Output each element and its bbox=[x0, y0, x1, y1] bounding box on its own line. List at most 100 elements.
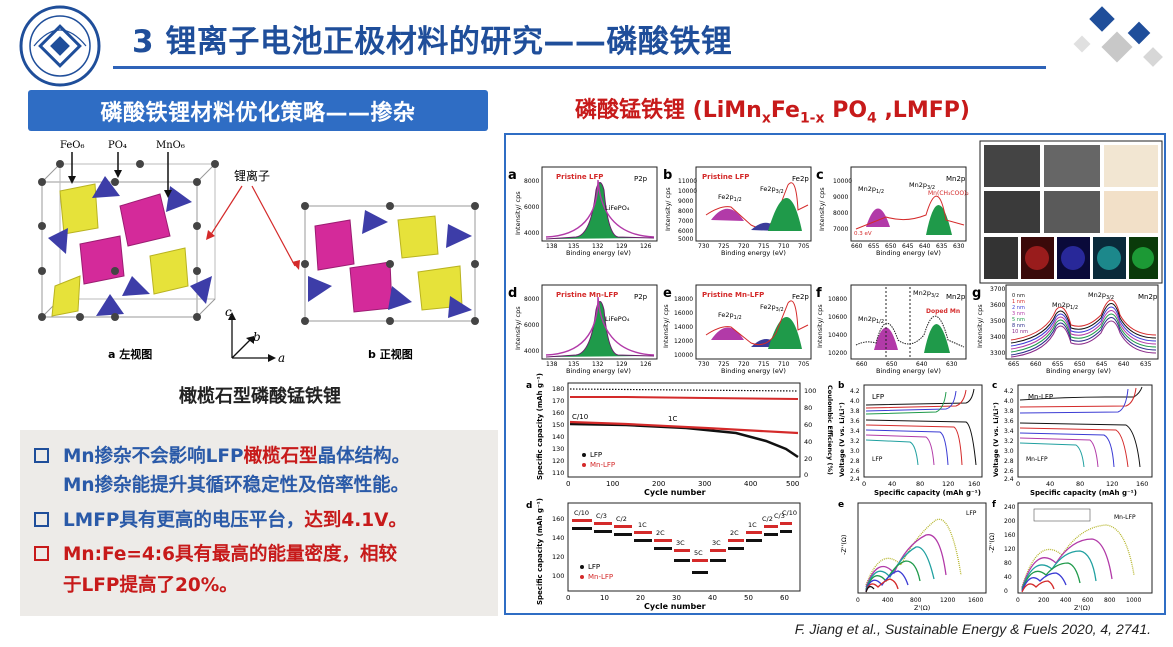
svg-text:Cycle number: Cycle number bbox=[644, 602, 706, 611]
svg-text:LFP: LFP bbox=[872, 456, 883, 463]
svg-text:3C: 3C bbox=[676, 539, 685, 547]
svg-text:Coulombic Efficiency (%): Coulombic Efficiency (%) bbox=[826, 385, 834, 475]
crystal-structure-figure: FeO₆ PO₄ MnO₆ 锂离子 c b a a 左视图 b 正视图 bbox=[38, 140, 479, 365]
svg-text:4.2: 4.2 bbox=[1004, 388, 1014, 395]
svg-text:C/10: C/10 bbox=[572, 413, 588, 421]
svg-text:e: e bbox=[838, 500, 844, 510]
svg-text:138: 138 bbox=[546, 243, 558, 250]
svg-text:635: 635 bbox=[936, 243, 948, 250]
svg-text:180: 180 bbox=[552, 385, 564, 393]
svg-text:132: 132 bbox=[592, 243, 604, 250]
svg-text:100: 100 bbox=[606, 480, 619, 488]
svg-text:Intensity/ cps: Intensity/ cps bbox=[664, 187, 672, 231]
svg-text:8000: 8000 bbox=[524, 178, 539, 185]
po4-label: PO₄ bbox=[108, 140, 127, 151]
svg-text:Mn(CH₃COO)₂: Mn(CH₃COO)₂ bbox=[928, 190, 969, 197]
svg-text:3600: 3600 bbox=[990, 302, 1005, 309]
xps-panel-g: g Mn2p 0 nm 1 nm 2 nm 3 nm 5 nm 8 nm 10 … bbox=[972, 284, 1159, 375]
svg-text:Fe2p3/2: Fe2p3/2 bbox=[760, 185, 784, 195]
panel-label: Pristine LFP bbox=[556, 173, 603, 181]
svg-text:4.2: 4.2 bbox=[850, 388, 860, 395]
svg-text:3.6: 3.6 bbox=[850, 418, 860, 425]
svg-text:135: 135 bbox=[568, 243, 580, 250]
svg-text:120: 120 bbox=[1106, 480, 1118, 488]
svg-text:60: 60 bbox=[780, 594, 789, 602]
svg-text:80: 80 bbox=[1076, 480, 1084, 488]
svg-text:Z'(Ω): Z'(Ω) bbox=[1074, 604, 1090, 612]
svg-text:630: 630 bbox=[953, 243, 965, 250]
svg-text:1C: 1C bbox=[638, 521, 647, 529]
svg-text:710: 710 bbox=[778, 243, 790, 250]
xps-panel-f: f Mn2p Doped Mn Mn2p1/2 Mn2p3/2 10800 10… bbox=[816, 284, 967, 375]
svg-text:10600: 10600 bbox=[828, 314, 847, 321]
svg-text:10 nm: 10 nm bbox=[1012, 329, 1028, 335]
svg-text:0: 0 bbox=[804, 471, 808, 479]
svg-text:140: 140 bbox=[552, 433, 564, 441]
svg-text:Binding energy (eV): Binding energy (eV) bbox=[721, 367, 786, 375]
svg-text:c: c bbox=[816, 168, 824, 183]
svg-text:0: 0 bbox=[1016, 597, 1020, 604]
svg-text:3.2: 3.2 bbox=[1004, 438, 1014, 445]
svg-text:640: 640 bbox=[919, 243, 931, 250]
svg-text:40: 40 bbox=[1046, 480, 1054, 488]
svg-text:C/10: C/10 bbox=[782, 509, 797, 517]
svg-text:3700: 3700 bbox=[990, 286, 1005, 293]
svg-text:4000: 4000 bbox=[524, 230, 539, 237]
svg-text:Specific capacity (mAh g⁻¹): Specific capacity (mAh g⁻¹) bbox=[536, 373, 544, 480]
svg-text:10400: 10400 bbox=[828, 332, 847, 339]
svg-text:C/3: C/3 bbox=[774, 512, 785, 520]
svg-text:600: 600 bbox=[1082, 597, 1094, 604]
svg-text:11000: 11000 bbox=[678, 178, 697, 185]
svg-text:b: b bbox=[663, 168, 672, 183]
svg-text:665: 665 bbox=[1008, 361, 1020, 368]
svg-text:730: 730 bbox=[698, 361, 710, 368]
tem-image-mosaic bbox=[979, 140, 1163, 284]
svg-text:650: 650 bbox=[885, 243, 897, 250]
svg-text:C/3: C/3 bbox=[596, 512, 607, 520]
svg-text:80: 80 bbox=[916, 480, 924, 488]
voltage-profile-lfp: b LFP LFP 4.2 4.0 3.8 3.6 3.4 3.2 3.0 2.… bbox=[838, 381, 983, 497]
svg-text:720: 720 bbox=[738, 361, 750, 368]
svg-text:705: 705 bbox=[798, 361, 810, 368]
svg-text:Fe2p3/2: Fe2p3/2 bbox=[760, 303, 784, 313]
svg-text:400: 400 bbox=[1060, 597, 1072, 604]
svg-text:Mn-LFP: Mn-LFP bbox=[1028, 393, 1053, 401]
svg-text:3.8: 3.8 bbox=[850, 408, 860, 415]
svg-text:660: 660 bbox=[1030, 361, 1042, 368]
lmfp-title: 磷酸锰铁锂 (LiMnxFe1-x PO4 ,LMFP) bbox=[575, 98, 970, 127]
svg-text:800: 800 bbox=[910, 597, 922, 604]
svg-text:30: 30 bbox=[672, 594, 681, 602]
svg-text:e: e bbox=[663, 286, 672, 301]
svg-text:160: 160 bbox=[968, 480, 980, 488]
svg-text:110: 110 bbox=[552, 469, 564, 477]
svg-text:1000: 1000 bbox=[1126, 597, 1141, 604]
svg-text:0 nm: 0 nm bbox=[1012, 293, 1025, 299]
svg-text:126: 126 bbox=[640, 361, 652, 368]
svg-text:725: 725 bbox=[718, 361, 730, 368]
svg-text:14000: 14000 bbox=[674, 324, 693, 331]
svg-text:12000: 12000 bbox=[674, 338, 693, 345]
citation: F. Jiang et al., Sustainable Energy & Fu… bbox=[794, 621, 1151, 637]
svg-text:10200: 10200 bbox=[828, 350, 847, 357]
research-figure: a Pristine LFP P2p LiFePO₄ Binding energ… bbox=[504, 133, 1166, 615]
svg-text:10000: 10000 bbox=[678, 188, 697, 195]
svg-text:1C: 1C bbox=[748, 521, 757, 529]
y-axis-label: Intensity/ cps bbox=[514, 191, 522, 235]
svg-text:10000: 10000 bbox=[674, 352, 693, 359]
front-view-cube bbox=[301, 202, 479, 325]
eis-plot-mn-lfp: f Mn-LFP 240 200 160 120 80 40 0 0 200 4… bbox=[988, 500, 1153, 612]
svg-text:Mn2p1/2: Mn2p1/2 bbox=[1052, 301, 1078, 311]
svg-text:640: 640 bbox=[916, 361, 928, 368]
bullet-square-icon bbox=[34, 448, 49, 463]
svg-text:2.8: 2.8 bbox=[1004, 458, 1014, 465]
svg-text:2.8: 2.8 bbox=[850, 458, 860, 465]
svg-text:Binding energy (eV): Binding energy (eV) bbox=[721, 249, 786, 257]
svg-text:640: 640 bbox=[1118, 361, 1130, 368]
svg-text:40: 40 bbox=[1004, 574, 1012, 581]
svg-text:0: 0 bbox=[566, 480, 570, 488]
svg-text:Binding energy (eV): Binding energy (eV) bbox=[876, 367, 941, 375]
svg-text:9000: 9000 bbox=[678, 198, 693, 205]
svg-text:170: 170 bbox=[552, 397, 564, 405]
svg-text:Pristine Mn-LFP: Pristine Mn-LFP bbox=[702, 291, 764, 299]
svg-text:P2p: P2p bbox=[634, 293, 648, 301]
